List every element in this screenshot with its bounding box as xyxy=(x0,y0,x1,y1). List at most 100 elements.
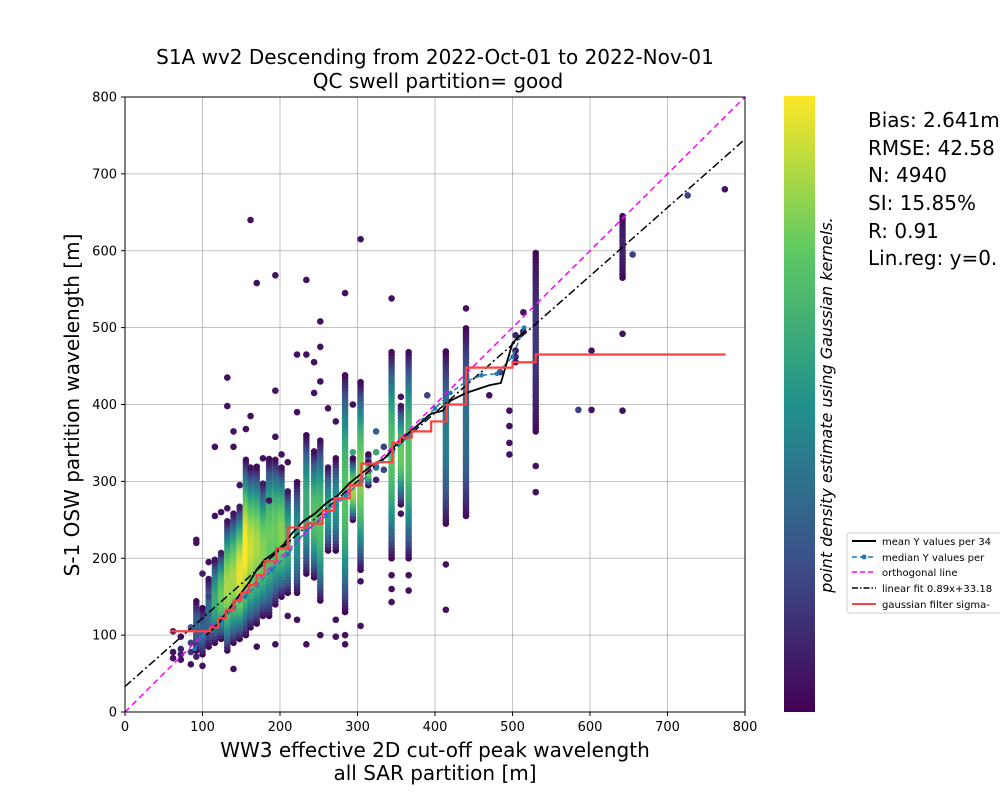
series-lines xyxy=(125,97,745,712)
legend-median-marker xyxy=(861,554,867,560)
scatter-point xyxy=(397,402,405,410)
scatter-point xyxy=(265,497,273,504)
scatter-point xyxy=(349,401,357,408)
scatter-point xyxy=(324,464,332,471)
scatter-point xyxy=(284,458,292,466)
scatter-point xyxy=(588,406,595,414)
scatter-point xyxy=(349,448,357,456)
scatter-point xyxy=(259,480,267,487)
scatter-point xyxy=(317,318,324,325)
scatter-point xyxy=(303,641,310,648)
scatter-point xyxy=(230,428,237,435)
y-tick-label: 100 xyxy=(92,629,117,644)
stats-si: SI: 15.85% xyxy=(868,191,976,215)
chart-title-line-1: S1A wv2 Descending from 2022-Oct-01 to 2… xyxy=(156,45,714,69)
scatter-point xyxy=(317,437,324,444)
stats-rmse: RMSE: 42.58 xyxy=(868,136,995,160)
scatter-point xyxy=(224,402,231,410)
scatter-point xyxy=(265,455,273,463)
scatter-point xyxy=(303,351,310,358)
scatter-point xyxy=(372,448,380,456)
scatter-point xyxy=(259,455,267,462)
scatter-point xyxy=(532,249,540,257)
scatter-point xyxy=(380,443,388,451)
scatter-point xyxy=(310,358,318,366)
scatter-point xyxy=(253,643,261,650)
scatter-point xyxy=(193,536,200,544)
scatter-point xyxy=(388,571,395,579)
median-marker xyxy=(432,406,438,411)
y-axis-ticks: 0 100 200 300 400 500 600 700 800 xyxy=(92,91,125,721)
y-tick-label: 500 xyxy=(92,321,117,336)
scatter-point xyxy=(303,431,310,439)
scatter-point xyxy=(357,622,364,630)
scatter-point xyxy=(332,455,340,462)
median-marker xyxy=(374,463,380,469)
stats-box: Bias: 2.641m RMSE: 42.58 N: 4940 SI: 15.… xyxy=(868,108,1000,270)
scatter-point xyxy=(242,456,250,464)
x-axis-label-line-2: all SAR partition [m] xyxy=(333,761,536,785)
scatter-point xyxy=(169,648,177,656)
scatter-point xyxy=(187,648,195,656)
scatter-point xyxy=(317,631,324,639)
stats-n: N: 4940 xyxy=(868,163,947,187)
scatter-point xyxy=(310,448,318,455)
scatter-point xyxy=(310,389,318,397)
scatter-point xyxy=(278,451,285,458)
scatter-point xyxy=(442,606,450,614)
scatter-point xyxy=(199,570,206,577)
stats-r: R: 0.91 xyxy=(868,219,939,243)
scatter-point xyxy=(284,612,292,620)
legend-mean-label: mean Y values per 34 xyxy=(882,537,991,548)
scatter-point xyxy=(224,518,231,525)
scatter-point xyxy=(721,185,729,193)
colorbar xyxy=(784,96,815,712)
x-axis-label-line-1: WW3 effective 2D cut-off peak wavelength xyxy=(220,738,650,762)
x-tick-label: 200 xyxy=(268,720,293,735)
scatter-point xyxy=(205,575,212,583)
scatter-point xyxy=(405,587,412,594)
scatter-point xyxy=(405,348,412,356)
scatter-point xyxy=(211,443,219,451)
scatter-point xyxy=(357,235,364,243)
median-marker xyxy=(510,354,515,360)
scatter-point xyxy=(341,289,349,297)
x-tick-label: 300 xyxy=(345,720,370,735)
scatter-point xyxy=(388,295,395,302)
scatter-point xyxy=(293,478,301,486)
y-axis-label: S-1 OSW partition wavelength [m] xyxy=(60,234,84,577)
legend-orthogonal-label: orthogonal line xyxy=(882,568,958,579)
scatter-point xyxy=(506,407,513,414)
chart-title-line-2: QC swell partition= good xyxy=(313,69,563,93)
scatter-point xyxy=(506,439,513,447)
scatter-point xyxy=(397,393,405,401)
scatter-point xyxy=(332,616,340,624)
legend-linear-fit-label: linear fit 0.89x+33.18 xyxy=(882,584,992,595)
scatter-point xyxy=(217,549,225,557)
scatter-point xyxy=(230,443,237,451)
scatter-point xyxy=(485,391,493,399)
scatter-point xyxy=(247,216,254,224)
scatter-point xyxy=(177,633,185,640)
scatter-point xyxy=(293,616,301,624)
scatter-point xyxy=(372,476,380,484)
scatter-point xyxy=(293,351,301,358)
scatter-point xyxy=(284,488,292,495)
scatter-point xyxy=(397,510,405,517)
scatter-point xyxy=(217,508,225,516)
scatter-point xyxy=(349,455,357,462)
stats-linreg: Lin.reg: y=0. xyxy=(868,246,997,270)
scatter-point xyxy=(619,407,626,414)
median-marker xyxy=(200,634,205,639)
scatter-point xyxy=(317,378,324,385)
median-marker xyxy=(479,372,484,378)
stats-bias: Bias: 2.641m xyxy=(868,108,1000,132)
legend: mean Y values per 34 median Y values per… xyxy=(846,532,1000,614)
scatter-point xyxy=(278,464,285,471)
scatter-point xyxy=(357,578,364,585)
scatter-point xyxy=(224,504,231,512)
scatter-point xyxy=(405,571,412,579)
scatter-point xyxy=(177,656,185,664)
scatter-point xyxy=(193,653,200,660)
scatter-point xyxy=(272,433,279,441)
